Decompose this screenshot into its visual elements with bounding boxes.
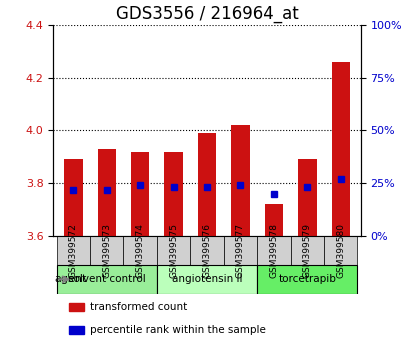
Text: GSM399572: GSM399572 <box>69 223 78 278</box>
Text: GSM399578: GSM399578 <box>269 223 278 278</box>
Text: GSM399576: GSM399576 <box>202 223 211 278</box>
Text: agent: agent <box>54 274 86 284</box>
FancyBboxPatch shape <box>190 236 223 265</box>
Text: GSM399574: GSM399574 <box>135 223 144 278</box>
Bar <box>297 160 316 236</box>
Bar <box>69 303 84 311</box>
FancyBboxPatch shape <box>256 236 290 265</box>
Bar <box>331 62 349 236</box>
FancyBboxPatch shape <box>157 265 256 294</box>
FancyBboxPatch shape <box>123 236 157 265</box>
Bar <box>164 152 182 236</box>
Bar <box>264 204 282 236</box>
Text: transformed count: transformed count <box>90 302 187 312</box>
Bar <box>64 160 82 236</box>
FancyBboxPatch shape <box>157 236 190 265</box>
FancyBboxPatch shape <box>323 236 357 265</box>
FancyBboxPatch shape <box>56 265 157 294</box>
Bar <box>97 149 116 236</box>
FancyBboxPatch shape <box>223 236 256 265</box>
FancyBboxPatch shape <box>290 236 323 265</box>
Text: torcetrapib: torcetrapib <box>278 274 335 284</box>
Bar <box>69 326 84 334</box>
Text: GSM399573: GSM399573 <box>102 223 111 278</box>
Text: angiotensin II: angiotensin II <box>171 274 242 284</box>
Text: solvent control: solvent control <box>68 274 145 284</box>
Text: GSM399579: GSM399579 <box>302 223 311 278</box>
Text: percentile rank within the sample: percentile rank within the sample <box>90 325 265 335</box>
FancyBboxPatch shape <box>256 265 357 294</box>
Bar <box>131 152 149 236</box>
Text: GSM399577: GSM399577 <box>236 223 244 278</box>
Title: GDS3556 / 216964_at: GDS3556 / 216964_at <box>115 6 298 23</box>
Bar <box>198 133 216 236</box>
FancyBboxPatch shape <box>56 236 90 265</box>
Text: GSM399580: GSM399580 <box>335 223 344 278</box>
FancyBboxPatch shape <box>90 236 123 265</box>
Text: GSM399575: GSM399575 <box>169 223 178 278</box>
Bar <box>231 125 249 236</box>
